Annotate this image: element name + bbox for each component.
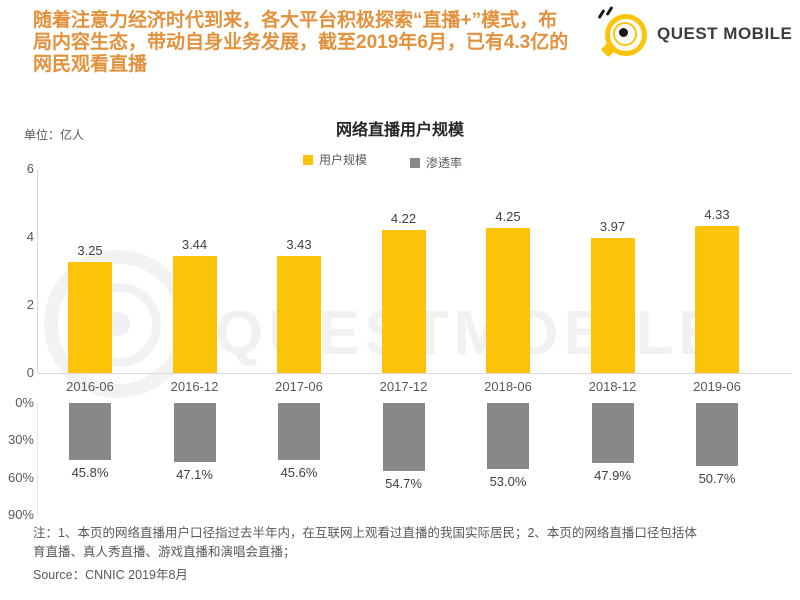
penetration-value-label: 53.0% — [489, 474, 527, 489]
penetration-bar — [591, 403, 634, 463]
brand-name: QUEST MOBILE — [657, 24, 793, 43]
bar-value-label: 4.25 — [495, 209, 521, 224]
user-scale-bar — [277, 256, 321, 373]
pct-axis-tick-label: 0% — [15, 395, 34, 410]
penetration-bar — [696, 403, 738, 466]
source-label: Source：CNNIC 2019年8月 — [33, 568, 188, 582]
x-axis-baseline — [37, 373, 791, 374]
legend-swatch-gray — [410, 157, 420, 168]
headline-line: 随着注意力经济时代到来，各大平台积极探索“直播+”模式，布 — [33, 10, 558, 31]
legend-item-user-scale: 用户规模 — [303, 151, 367, 168]
penetration-value-label: 47.9% — [594, 468, 631, 483]
penetration-bar — [382, 403, 425, 471]
headline-line: 局内容生态，带动自身业务发展，截至2019年6月，已有4.3亿的 — [33, 32, 569, 53]
questmobile-logo-icon — [597, 5, 649, 58]
penetration-value-label: 45.6% — [280, 465, 318, 480]
bar-value-label: 3.44 — [181, 237, 208, 252]
chart-title: 网络直播用户规模 — [335, 122, 464, 139]
penetration-value-label: 45.8% — [71, 465, 109, 480]
legend-swatch-yellow — [303, 154, 313, 165]
user-scale-bar — [695, 226, 739, 373]
bar-value-label: 3.25 — [77, 243, 103, 258]
logo-inner-ring-icon — [613, 22, 637, 46]
bar-value-label: 4.22 — [390, 211, 417, 226]
y-axis-tick-label: 6 — [26, 161, 34, 176]
y-axis-line-bottom — [37, 403, 38, 515]
pct-axis-tick-label: 90% — [7, 506, 34, 522]
footnote-line: 育直播、真人秀直播、游戏直播和演唱会直播； — [33, 545, 296, 559]
penetration-bar — [173, 403, 216, 462]
category-label: 2016-06 — [66, 379, 114, 394]
logo-dot-icon — [619, 28, 628, 37]
legend-label: 用户规模 — [319, 153, 368, 167]
user-scale-bar — [590, 238, 635, 373]
y-axis-line-top — [37, 169, 38, 373]
category-label: 2017-12 — [379, 379, 428, 394]
logo-ring-icon — [605, 14, 647, 56]
unit-label: 单位：亿人 — [24, 128, 85, 142]
category-label: 2018-06 — [484, 379, 532, 394]
headline: 随着注意力经济时代到来，各大平台积极探索“直播+”模式，布 局内容生态，带动自身… — [33, 10, 613, 76]
legend-label: 渗透率 — [426, 156, 463, 170]
category-label: 2019-06 — [693, 379, 741, 394]
penetration-bar — [278, 403, 320, 460]
y-axis-tick-label: 2 — [26, 297, 34, 312]
category-label: 2018-12 — [588, 379, 637, 394]
y-axis-tick-label: 0 — [26, 365, 34, 380]
user-scale-bar — [172, 256, 217, 373]
pct-axis-tick-label: 30% — [7, 432, 34, 448]
legend-item-penetration: 渗透率 — [410, 154, 462, 171]
user-scale-bar — [68, 262, 112, 373]
penetration-value-label: 54.7% — [385, 476, 422, 491]
category-label: 2017-06 — [275, 379, 323, 394]
user-scale-bar — [381, 230, 426, 373]
penetration-value-label: 50.7% — [698, 471, 736, 486]
y-axis-tick-label: 4 — [26, 229, 34, 244]
headline-line: 网民观看直播 — [33, 54, 148, 75]
bar-value-label: 4.33 — [704, 207, 730, 222]
bar-value-label: 3.97 — [599, 219, 626, 234]
bar-value-label: 3.43 — [286, 237, 312, 252]
pct-axis-tick-label: 60% — [7, 469, 34, 485]
penetration-value-label: 47.1% — [176, 467, 213, 482]
user-scale-bar — [486, 228, 530, 373]
footnote: 注：1、本页的网络直播用户口径指过去半年内，在互联网上观看过直播的我国实际居民；… — [33, 524, 778, 562]
category-label: 2016-12 — [170, 379, 219, 394]
penetration-bar — [487, 403, 529, 469]
penetration-bar — [69, 403, 111, 460]
footnote-line: 注：1、本页的网络直播用户口径指过去半年内，在互联网上观看过直播的我国实际居民；… — [33, 526, 697, 540]
